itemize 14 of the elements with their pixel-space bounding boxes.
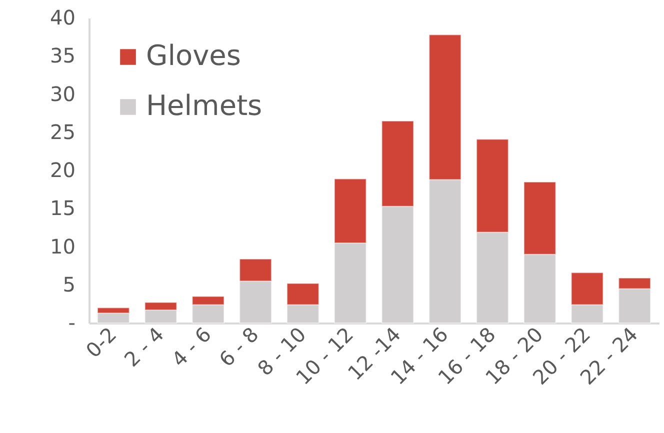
x-tick-label: 0-2	[81, 322, 122, 362]
legend-label: Gloves	[146, 39, 241, 72]
y-tick-label: 40	[50, 6, 76, 30]
legend-label: Helmets	[146, 89, 262, 122]
y-tick-label: -	[68, 310, 76, 334]
y-tick-label: 10	[50, 234, 76, 258]
y-tick-label: 25	[50, 120, 76, 144]
y-tick-label: 20	[50, 158, 76, 182]
y-tick-label: 30	[50, 82, 76, 106]
y-tick-label: 35	[50, 44, 76, 68]
x-tick-label: 2 - 4	[119, 322, 169, 372]
x-tick-label: 4 - 6	[166, 322, 216, 372]
y-tick-label: 15	[50, 196, 76, 220]
y-tick-label: 5	[62, 272, 76, 296]
